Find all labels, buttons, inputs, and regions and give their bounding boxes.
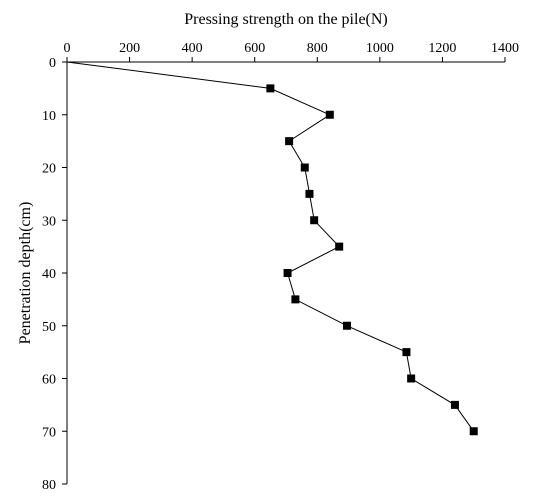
x-tick-label: 400 — [182, 41, 203, 56]
data-point-marker — [335, 242, 344, 251]
x-tick-label: 1000 — [366, 41, 394, 56]
data-point-marker — [402, 348, 411, 357]
y-tick-label: 70 — [42, 425, 56, 440]
y-tick-label: 20 — [42, 162, 56, 177]
x-tick-label: 1400 — [491, 41, 519, 56]
x-tick-label: 1200 — [428, 41, 456, 56]
y-tick-label: 80 — [42, 478, 56, 493]
data-point-marker — [291, 295, 300, 304]
x-tick-label: 600 — [244, 41, 265, 56]
y-tick-label: 40 — [42, 267, 56, 282]
x-tick-label: 200 — [119, 41, 140, 56]
y-tick-label: 60 — [42, 373, 56, 388]
data-point-marker — [305, 189, 314, 198]
x-tick-label: 800 — [307, 41, 328, 56]
y-tick-label: 50 — [42, 320, 56, 335]
data-point-marker — [266, 84, 275, 93]
ticks-group: 0 200 400 600 800 1000 1200 1400 0 10 20 30 40 50 60 70… — [42, 41, 519, 493]
x-tick-label: 0 — [64, 41, 71, 56]
y-tick-label: 10 — [42, 109, 56, 124]
data-point-marker — [343, 321, 352, 330]
data-point-marker — [407, 374, 416, 383]
y-tick-label: 30 — [42, 214, 56, 229]
data-point-marker — [450, 400, 459, 409]
data-point-marker — [469, 427, 478, 436]
y-axis-title: Penetration depth(cm) — [17, 202, 34, 345]
y-tick-label: 0 — [49, 56, 56, 71]
data-point-marker — [325, 110, 334, 119]
data-point-marker — [300, 163, 309, 172]
data-point-marker — [285, 137, 294, 146]
plot-area — [66, 61, 478, 436]
x-axis-title: Pressing strength on the pile(N) — [184, 11, 388, 28]
data-point-marker — [283, 269, 292, 277]
data-point-marker — [310, 216, 319, 225]
